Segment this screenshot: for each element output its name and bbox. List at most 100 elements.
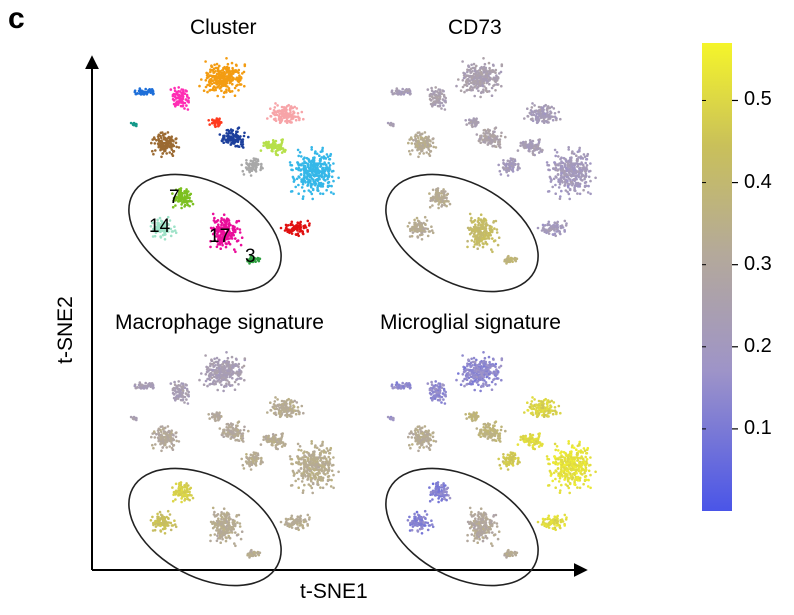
scatter-point [276,104,279,107]
scatter-point [547,121,550,124]
scatter-point [401,87,404,91]
scatter-point [305,172,309,175]
scatter-point [171,448,175,451]
scatter-point [219,76,223,80]
scatter-point [178,481,181,485]
scatter-point [273,140,276,144]
scatter-point [262,141,266,145]
scatter-point [297,192,300,195]
scatter-point [413,135,417,138]
scatter-point [152,446,155,450]
scatter-point [484,87,488,90]
scatter-point [437,203,440,206]
scatter-point [300,472,303,475]
scatter-point [213,81,216,84]
scatter-point [225,140,228,144]
scatter-point [322,462,326,466]
scatter-point [278,409,281,412]
scatter-point [206,90,209,94]
scatter-point [413,221,416,225]
scatter-point [164,149,167,152]
scatter-point [485,135,488,138]
scatter-point [132,123,136,127]
scatter-point [463,72,467,75]
scatter-point [164,432,167,435]
scatter-point [473,94,476,98]
scatter-point [204,79,208,82]
scatter-point [136,92,139,95]
scatter-point [269,146,272,149]
scatter-point [157,137,160,140]
scatter-point [298,411,301,414]
scatter-point [310,146,313,149]
scatter-point [290,232,294,235]
scatter-point [249,468,253,471]
scatter-point [296,461,299,464]
scatter-point [434,196,438,200]
scatter-point [499,173,503,176]
scatter-point [316,168,320,171]
scatter-point [420,226,423,230]
scatter-point [455,84,458,88]
scatter-point [327,180,331,184]
scatter-point [280,399,284,403]
scatter-point [222,95,225,99]
scatter-point [560,189,563,193]
scatter-point [324,173,327,177]
scatter-point [260,165,263,168]
scatter-point [230,141,233,145]
scatter-point [209,70,212,74]
scatter-point [278,148,282,151]
scatter-point [466,239,469,243]
scatter-point [228,72,231,75]
scatter-point [464,83,468,87]
scatter-point [187,390,190,394]
scatter-point [218,375,221,379]
scatter-point [186,402,190,405]
scatter-point [226,62,230,66]
scatter-point [410,142,414,145]
scatter-point [481,242,485,245]
scatter-point [239,76,243,79]
scatter-point [222,77,226,80]
scatter-point [170,148,174,151]
scatter-point [429,139,432,143]
scatter-point [544,103,547,107]
scatter-point [319,476,322,479]
scatter-point [230,355,234,359]
scatter-point [425,140,429,144]
scatter-point [472,225,476,229]
scatter-point [306,169,309,173]
scatter-point [461,85,465,89]
scatter-point [317,466,320,469]
scatter-point [508,160,512,164]
scatter-point [154,443,157,446]
scatter-point [225,434,228,438]
scatter-point [292,177,295,180]
scatter-point [248,170,251,174]
scatter-point [225,365,229,368]
scatter-point [472,72,476,76]
scatter-point [289,404,292,408]
scatter-point [529,147,533,150]
scatter-point [234,250,237,254]
scatter-point [557,186,561,189]
scatter-point [220,89,223,93]
scatter-point [296,161,300,164]
scatter-point [276,442,280,446]
scatter-point [579,171,583,174]
scatter-point [431,204,434,207]
scatter-point [308,172,311,176]
cluster-label-14: 14 [149,216,171,237]
scatter-point [430,86,433,90]
scatter-point [426,88,430,91]
scatter-point [304,520,308,523]
scatter-point [531,150,535,153]
scatter-point [328,458,332,461]
scatter-point [223,90,227,94]
scatter-point [530,140,533,144]
scatter-point [242,134,246,138]
scatter-point [321,440,324,444]
scatter-point [297,224,300,228]
